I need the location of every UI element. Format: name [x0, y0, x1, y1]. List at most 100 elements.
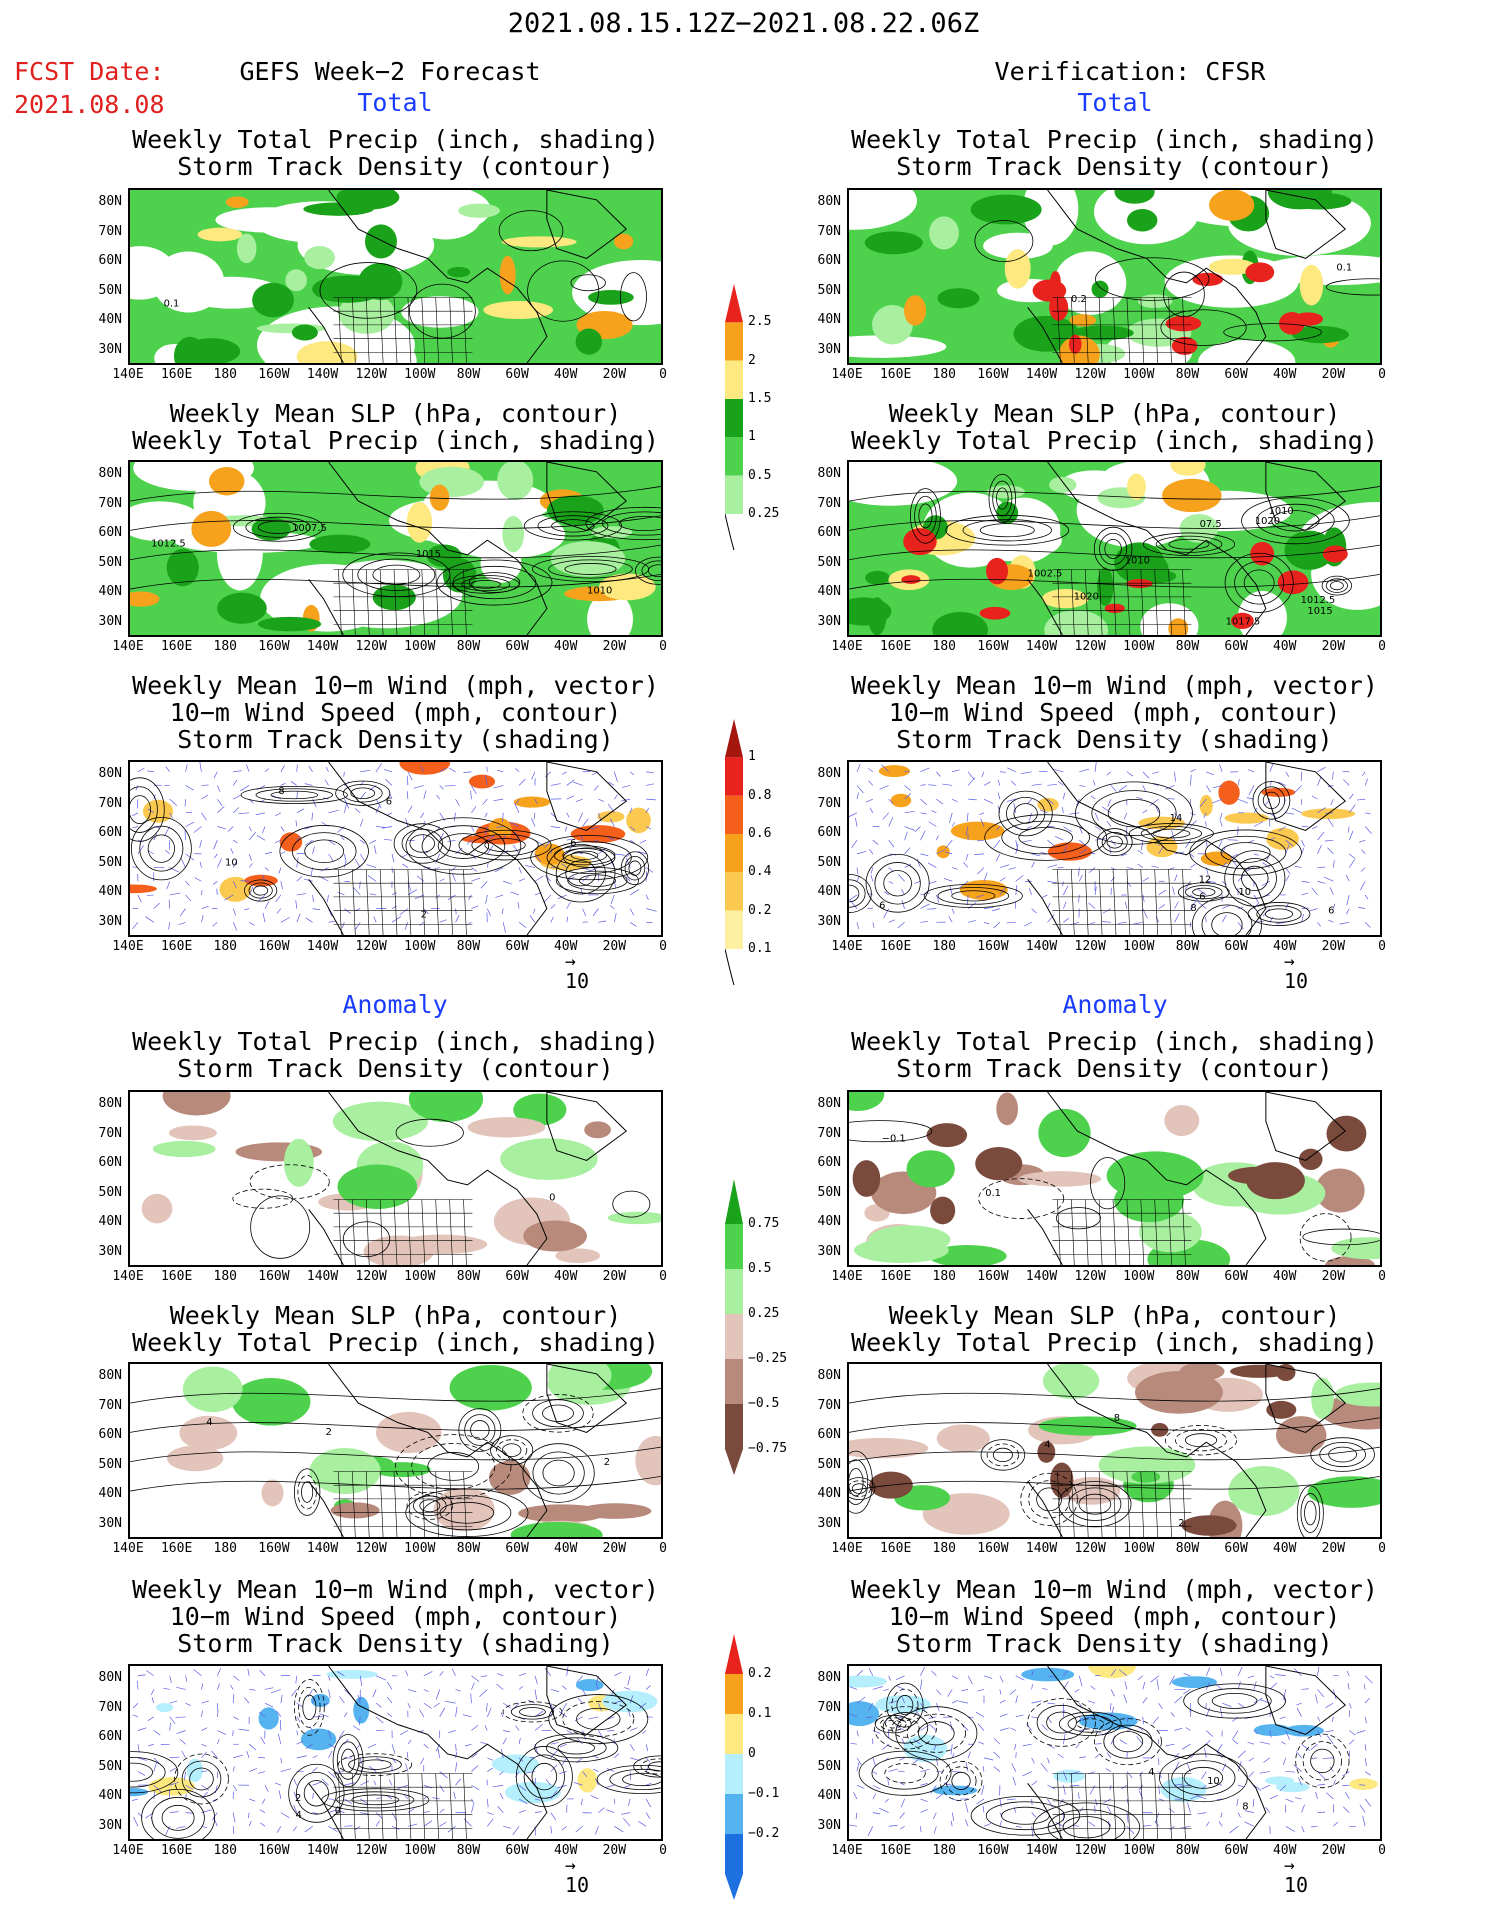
- lon-tick-label: 120W: [355, 639, 387, 654]
- lat-tick-label: 40N: [98, 1486, 122, 1501]
- lon-tick-label: 40W: [1272, 1843, 1297, 1858]
- colorbar-label: 0.25: [748, 1306, 780, 1321]
- lon-tick-label: 160E: [160, 1269, 193, 1284]
- colorbar-anom_storm: [725, 1620, 785, 1920]
- contour-label: 1020: [1074, 592, 1099, 603]
- panel-title: Weekly Total Precip (inch, shading) Storm…: [88, 1028, 703, 1082]
- lon-tick-label: 80W: [456, 1541, 481, 1556]
- lon-tick-label: 180: [932, 1541, 956, 1556]
- lon-tick-label: 0: [1378, 639, 1386, 654]
- lat-tick-label: 50N: [98, 1456, 122, 1472]
- lat-tick-label: 70N: [98, 1699, 122, 1715]
- colorbar-label: 0: [748, 1746, 756, 1761]
- contour-label: 1002.5: [1028, 569, 1063, 580]
- lon-tick-label: 60W: [505, 1843, 529, 1858]
- panel-title-line: Weekly Total Precip (inch, shading): [132, 1027, 659, 1056]
- lon-tick-label: 120W: [355, 939, 387, 954]
- lon-tick-label: 100W: [404, 1541, 436, 1556]
- colorbar-anom_precip: [725, 1165, 785, 1495]
- contour-label: 8: [1242, 1801, 1248, 1812]
- lon-tick-label: 120W: [1074, 1541, 1106, 1556]
- lon-tick-label: 20W: [602, 1541, 627, 1556]
- panel-title-line: Weekly Mean SLP (hPa, contour): [888, 1301, 1341, 1330]
- lon-tick-label: 180: [213, 939, 237, 954]
- panel-title-line: Weekly Mean SLP (hPa, contour): [888, 399, 1341, 428]
- lat-tick-label: 60N: [817, 525, 841, 540]
- lon-tick-label: 80W: [456, 1843, 481, 1858]
- lon-tick-label: 0: [1378, 1541, 1386, 1556]
- lon-tick-label: 80W: [1175, 1269, 1200, 1284]
- map-panel-p3l: 2 8 6 10 6: [128, 760, 663, 937]
- lon-tick-label: 40W: [1272, 939, 1297, 954]
- map-field: 0: [130, 1092, 661, 1265]
- map-field: 4 2 2: [130, 1364, 661, 1537]
- colorbar-graphic: [724, 719, 743, 986]
- panel-title-line: 10−m Wind Speed (mph, contour): [169, 1602, 622, 1631]
- fcst-date-value: 2021.08.08: [14, 90, 165, 119]
- lon-tick-label: 160W: [258, 1541, 290, 1556]
- panel-title-line: Weekly Mean 10−m Wind (mph, vector): [132, 671, 659, 700]
- colorbar-swatch: [725, 1359, 743, 1404]
- colorbar-graphic: [725, 1179, 743, 1475]
- colorbar-swatch: [725, 719, 743, 758]
- lon-tick-label: 20W: [602, 639, 627, 654]
- map-field: 8 4 2: [849, 1364, 1380, 1537]
- date-range-title: 2021.08.15.12Z−2021.08.22.06Z: [507, 8, 980, 39]
- colorbar-swatch: [725, 475, 743, 514]
- lon-tick-label: 80W: [1175, 639, 1200, 654]
- map-field: 0.1: [130, 190, 661, 363]
- right-total-label: Total: [1077, 88, 1153, 117]
- lon-tick-label: 180: [213, 1843, 237, 1858]
- lon-tick-label: 180: [932, 1269, 956, 1284]
- lon-tick-label: 160E: [879, 1843, 912, 1858]
- panel-title-line: Storm Track Density (contour): [177, 152, 614, 181]
- contour-label: 2: [295, 1793, 301, 1804]
- contour-label: 1012.5: [151, 539, 186, 550]
- lon-tick-label: 40W: [553, 367, 578, 382]
- lon-tick-label: 140E: [831, 1269, 863, 1284]
- lon-tick-label: 60W: [505, 367, 529, 382]
- lon-tick-label: 140E: [112, 639, 144, 654]
- map-panel-p4l: 0: [128, 1090, 663, 1267]
- lon-tick-label: 60W: [1224, 1843, 1248, 1858]
- panel-title-line: Weekly Total Precip (inch, shading): [132, 125, 659, 154]
- contour-label: 2: [421, 910, 427, 921]
- lon-tick-label: 140W: [1025, 1843, 1058, 1858]
- colorbar-label: 2: [748, 352, 756, 368]
- right-column-heading: Verification: CFSR: [994, 57, 1266, 86]
- map-panel-p5l: 4 2 2: [128, 1362, 663, 1539]
- colorbar-swatch: [725, 1224, 743, 1269]
- lat-tick-label: 50N: [817, 1456, 841, 1472]
- lon-tick-label: 100W: [1123, 939, 1155, 954]
- lon-tick-label: 140W: [306, 1843, 339, 1858]
- lat-tick-label: 80N: [817, 194, 841, 209]
- colorbar-swatch: [725, 834, 743, 873]
- lon-tick-label: 60W: [505, 1541, 529, 1556]
- lon-tick-label: 140W: [306, 639, 339, 654]
- lon-tick-label: 160W: [977, 939, 1009, 954]
- contour-label: 10: [225, 858, 238, 869]
- lat-tick-label: 60N: [817, 253, 841, 268]
- left-column-heading: GEFS Week−2 Forecast: [239, 57, 541, 86]
- map-field: 0.2 0.1: [849, 190, 1380, 363]
- vector-reference: → 10: [565, 953, 589, 994]
- lon-tick-label: 60W: [1224, 367, 1248, 382]
- lon-tick-label: 140W: [306, 939, 339, 954]
- lon-tick-label: 180: [932, 1843, 956, 1858]
- contour-label: 1012.5: [1301, 595, 1336, 606]
- contour-label: 4: [296, 1810, 302, 1821]
- lon-tick-label: 20W: [1321, 1541, 1346, 1556]
- contour-label: 07.5: [1200, 519, 1222, 530]
- colorbar-swatch: [725, 1754, 743, 1794]
- contour-label: 6: [1328, 905, 1334, 916]
- lon-tick-label: 160E: [879, 939, 912, 954]
- map-field: 8 10 4: [849, 1666, 1380, 1839]
- panel-title-line: Weekly Total Precip (inch, shading): [851, 426, 1378, 455]
- contour-label: 4: [1148, 1767, 1154, 1778]
- panel-title: Weekly Mean 10−m Wind (mph, vector) 10−m …: [88, 1576, 703, 1657]
- contour-label: 6: [386, 796, 392, 807]
- contour-label: 1010: [1125, 556, 1150, 567]
- colorbar-graphic: [724, 284, 743, 551]
- lon-tick-label: 40W: [1272, 1541, 1297, 1556]
- panel-title: Weekly Mean SLP (hPa, contour) Weekly Tot…: [807, 400, 1422, 454]
